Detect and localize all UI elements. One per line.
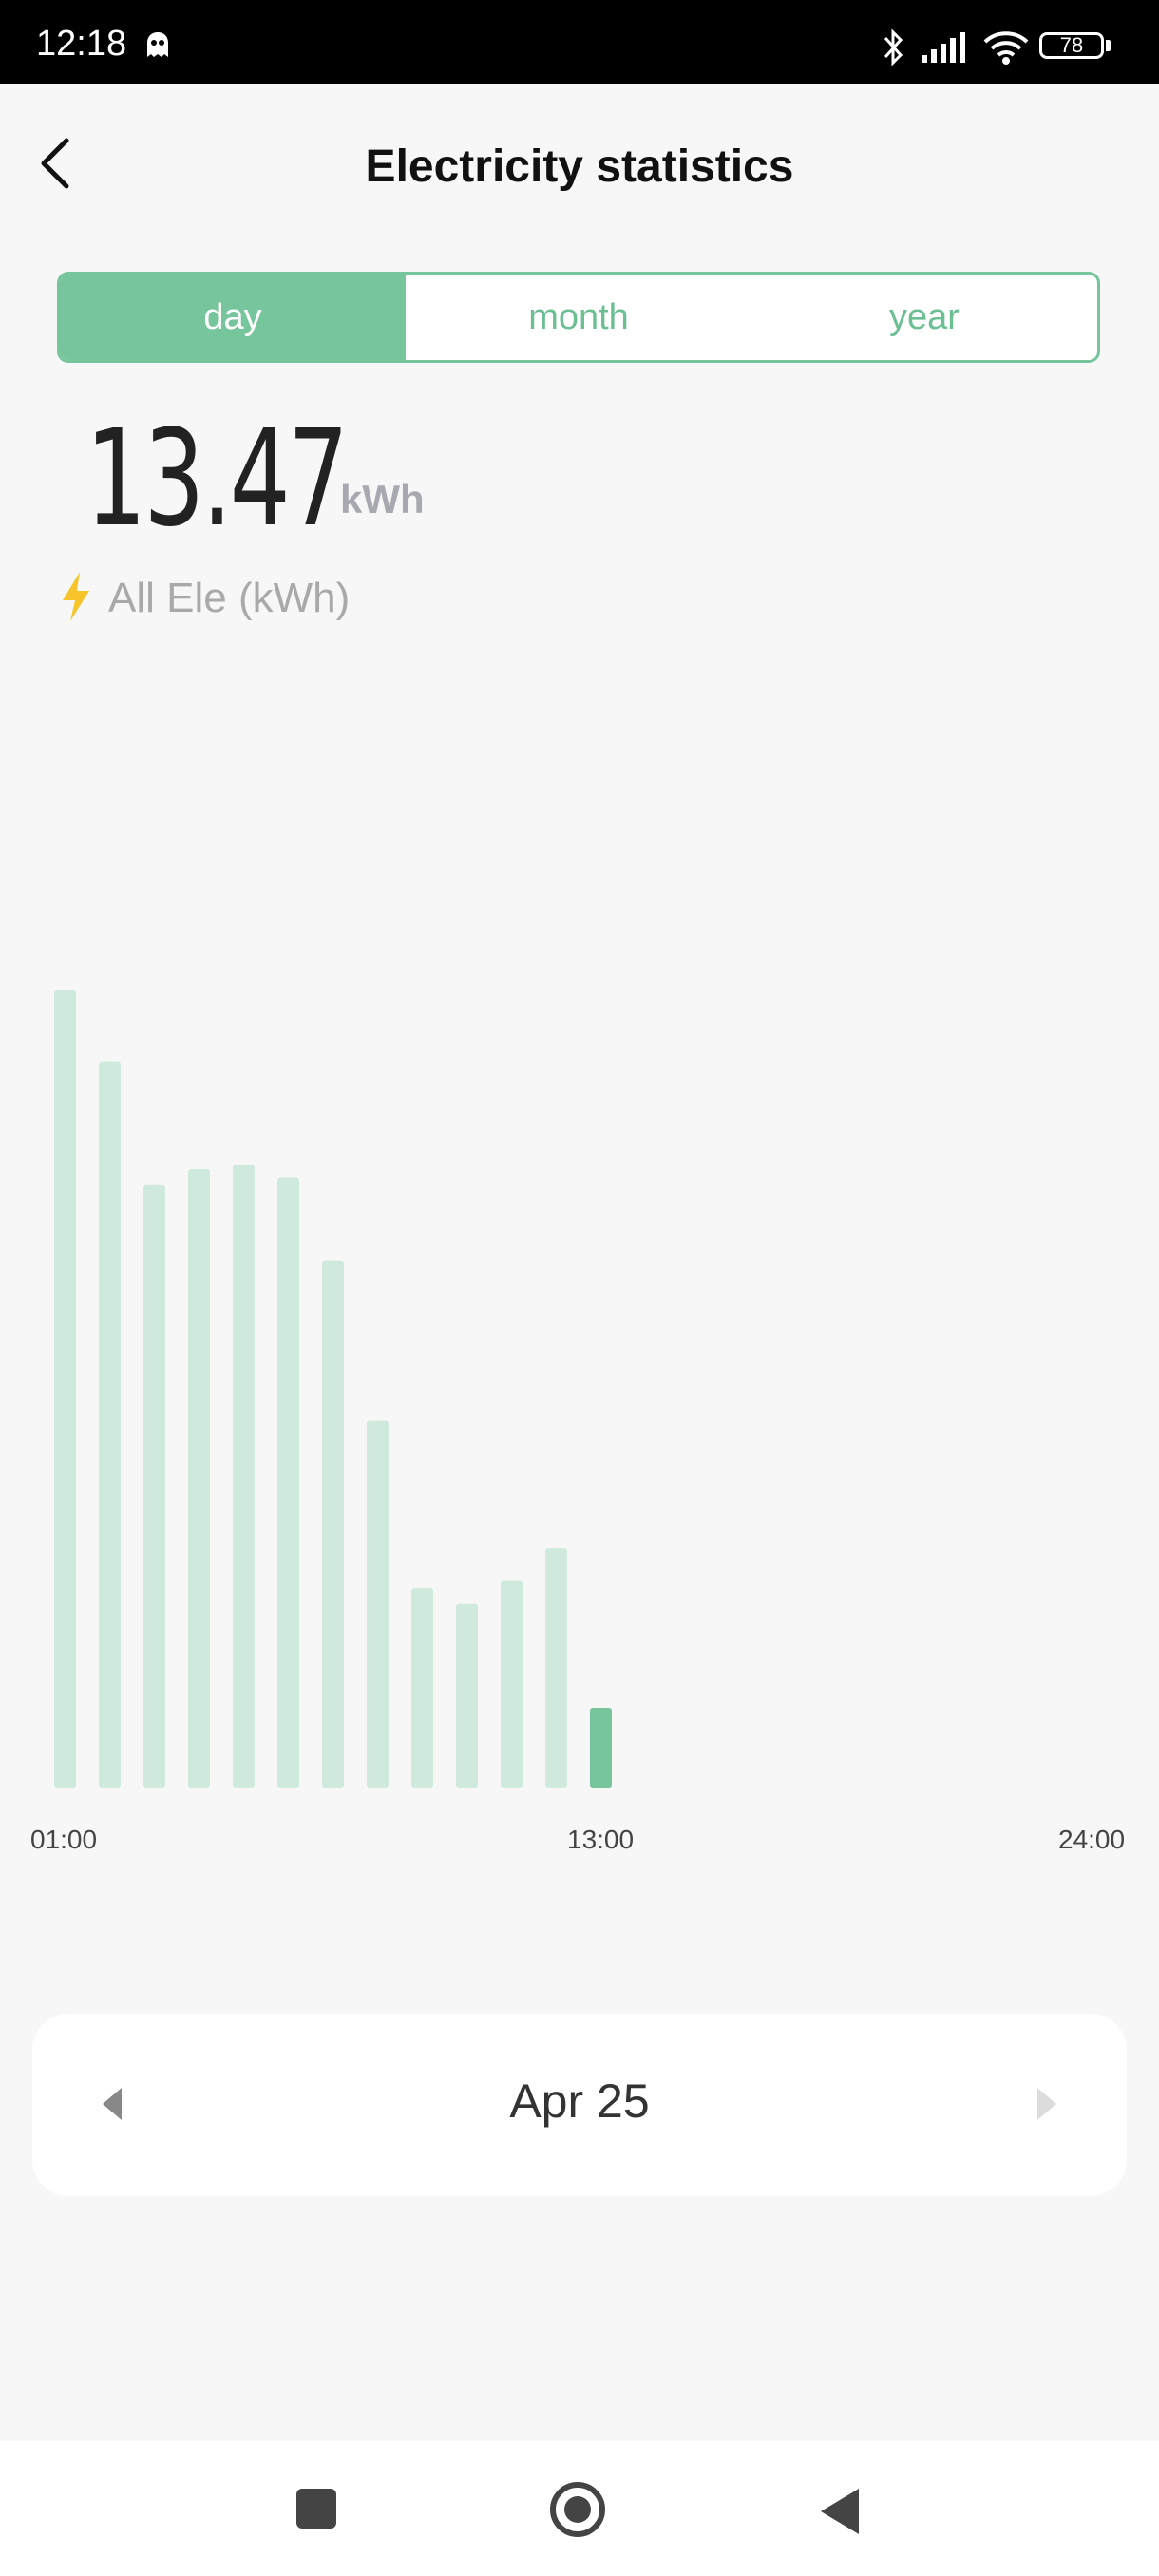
previous-date-button[interactable] bbox=[101, 2086, 124, 2127]
wifi-icon bbox=[982, 30, 1030, 69]
back-button[interactable] bbox=[34, 135, 84, 192]
bluetooth-icon bbox=[880, 28, 906, 71]
chart-plot bbox=[54, 990, 612, 1788]
next-date-button[interactable] bbox=[1036, 2086, 1058, 2127]
x-tick-label: 01:00 bbox=[30, 1825, 98, 1854]
tab-year[interactable]: year bbox=[889, 297, 960, 337]
chart-bar[interactable] bbox=[99, 1061, 121, 1788]
date-label: Apr 25 bbox=[509, 2074, 650, 2128]
caret-left-icon bbox=[103, 2088, 122, 2120]
chart-bar[interactable] bbox=[233, 1165, 255, 1788]
x-tick-label: 13:00 bbox=[567, 1825, 635, 1854]
tab-month[interactable]: month bbox=[528, 297, 629, 337]
recents-button[interactable] bbox=[294, 2487, 338, 2535]
total-unit: kWh bbox=[340, 477, 425, 521]
chart-bar[interactable] bbox=[367, 1420, 389, 1788]
back-triangle-icon bbox=[821, 2489, 859, 2534]
chart-bar[interactable] bbox=[411, 1588, 433, 1788]
lightning-icon bbox=[59, 570, 93, 628]
legend-label: All Ele (kWh) bbox=[108, 575, 351, 621]
hourly-bar-chart: 01:00 13:00 24:00 bbox=[0, 969, 1159, 1862]
square-icon bbox=[296, 2489, 336, 2529]
battery-tip bbox=[1106, 40, 1111, 51]
ghost-notification-icon bbox=[142, 30, 173, 66]
caret-right-icon bbox=[1037, 2088, 1056, 2120]
total-value: 13.47 bbox=[86, 402, 349, 557]
chart-bar[interactable] bbox=[545, 1548, 567, 1788]
system-nav-bar bbox=[0, 2441, 1159, 2576]
chart-bar[interactable] bbox=[188, 1169, 210, 1788]
x-tick-label: 24:00 bbox=[1058, 1825, 1126, 1854]
date-navigator: Apr 25 bbox=[32, 2014, 1127, 2196]
signal-icon bbox=[920, 32, 971, 67]
chart-bar[interactable] bbox=[590, 1708, 612, 1788]
chart-bar[interactable] bbox=[277, 1177, 299, 1788]
chevron-left-icon bbox=[41, 138, 69, 189]
period-tabs: day month year bbox=[57, 272, 1100, 363]
chart-bar[interactable] bbox=[322, 1260, 344, 1788]
chart-bar[interactable] bbox=[456, 1603, 478, 1788]
chart-bar[interactable] bbox=[501, 1580, 522, 1788]
battery-level: 78 bbox=[1059, 33, 1084, 57]
system-back-button[interactable] bbox=[817, 2487, 861, 2541]
tab-day[interactable]: day bbox=[60, 275, 406, 360]
status-bar: 12:18 78 bbox=[0, 0, 1159, 84]
status-time: 12:18 bbox=[36, 24, 127, 64]
chart-bar[interactable] bbox=[143, 1184, 165, 1788]
chart-bar[interactable] bbox=[54, 990, 76, 1788]
home-circle-icon bbox=[550, 2482, 605, 2537]
home-button[interactable] bbox=[549, 2481, 606, 2543]
page-title: Electricity statistics bbox=[365, 142, 794, 192]
battery-icon: 78 bbox=[1039, 32, 1104, 59]
